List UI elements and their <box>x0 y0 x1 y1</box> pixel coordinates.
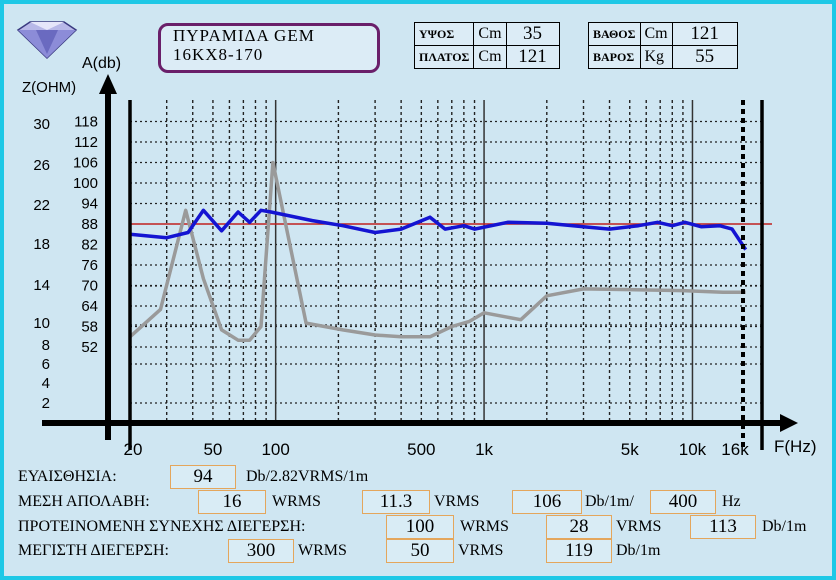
z-axis-label: Z(OHM) <box>22 79 76 96</box>
recommended-label: ΠΡΟΤΕΙΝΟΜΕΝΗ ΣΥΝΕΧΗΣ ΔΙΕΓΕΡΣΗ: <box>18 518 306 535</box>
weight-label: ΒΑΡΟΣ <box>588 45 641 69</box>
weight-unit: Kg <box>639 45 673 69</box>
z-tick-label: 22 <box>33 197 50 214</box>
avg-power-label: ΜΕΣΗ ΑΠΟΛΑΒΗ: <box>18 493 150 510</box>
maximum-db: 119 <box>546 539 612 563</box>
sensitivity-label: ΕΥΑΙΣΘΗΣΙΑ: <box>18 468 117 485</box>
a-tick-label: 76 <box>81 257 98 274</box>
avg-power-db-unit: Db/1m/ <box>585 493 634 510</box>
x-tick-label: 16k <box>721 440 749 459</box>
width-value: 121 <box>505 45 560 69</box>
recommended-vrms-unit: VRMS <box>616 518 662 535</box>
maximum-db-unit: Db/1m <box>616 542 661 559</box>
depth-weight-table: ΒΑΘΟΣ Cm 121 ΒΑΡΟΣ Kg 55 <box>588 22 738 69</box>
x-axis-arrow <box>780 414 798 432</box>
model-name: ΠΥΡΑΜΙΔΑ GEM <box>173 26 315 45</box>
sensitivity-unit: Db/2.82VRMS/1m <box>246 468 369 485</box>
width-label: ΠΛΑΤΟΣ <box>413 45 475 69</box>
z-tick-label: 30 <box>33 116 50 133</box>
z-tick-label: 26 <box>33 157 50 174</box>
maximum-label: ΜΕΓΙΣΤΗ ΔΙΕΓΕΡΣΗ: <box>18 542 169 559</box>
chart-curves <box>128 160 748 342</box>
model-title: ΠΥΡΑΜΙΔΑ GEM 16KX8-170 <box>158 23 380 73</box>
weight-value: 55 <box>671 45 738 69</box>
avg-power-db: 106 <box>512 490 582 514</box>
diamond-logo-icon <box>16 21 78 60</box>
recommended-wrms: 100 <box>386 515 454 539</box>
a-tick-label: 94 <box>81 196 98 213</box>
z-tick-label: 6 <box>42 356 50 373</box>
z-tick-label: 18 <box>33 236 50 253</box>
x-axis-label: F(Hz) <box>774 437 816 456</box>
x-tick-label: 10k <box>679 440 707 459</box>
x-tick-label: 500 <box>407 440 435 459</box>
model-code: 16KX8-170 <box>173 45 264 64</box>
x-tick-label: 20 <box>124 440 143 459</box>
a-tick-label: 88 <box>81 216 98 233</box>
a-axis-label: A(db) <box>82 55 121 72</box>
a-tick-label: 52 <box>81 339 98 356</box>
depth-label: ΒΑΘΟΣ <box>588 22 641 46</box>
recommended-db-unit: Db/1m <box>762 518 807 535</box>
x-tick-label: 50 <box>203 440 222 459</box>
recommended-vrms: 28 <box>546 515 612 539</box>
avg-power-hz-unit: Hz <box>722 493 741 510</box>
chart-axes <box>42 74 798 450</box>
avg-power-vrms: 11.3 <box>362 490 430 514</box>
avg-power-wrms-unit: WRMS <box>272 493 321 510</box>
maximum-vrms: 50 <box>386 539 454 563</box>
dimensions-table: ΥΨΟΣ Cm 35 ΠΛΑΤΟΣ Cm 121 <box>413 22 560 69</box>
response-curve-blue <box>129 208 748 251</box>
a-tick-label: 82 <box>81 237 98 254</box>
a-tick-label: 112 <box>74 134 98 151</box>
avg-power-vrms-unit: VRMS <box>434 493 480 510</box>
z-tick-label: 4 <box>42 375 50 392</box>
a-tick-label: 100 <box>73 175 98 192</box>
y-axis-arrow <box>99 74 117 94</box>
height-value: 35 <box>505 22 560 46</box>
a-tick-label: 118 <box>74 114 98 131</box>
z-tick-label: 2 <box>42 395 50 412</box>
maximum-wrms: 300 <box>228 539 294 563</box>
recommended-wrms-unit: WRMS <box>460 518 509 535</box>
maximum-wrms-unit: WRMS <box>298 542 347 559</box>
x-tick-label: 100 <box>261 440 289 459</box>
chart-grid <box>130 100 772 423</box>
maximum-vrms-unit: VRMS <box>458 542 504 559</box>
frequency-response-chart: 3026221814108642118112106100948882767064… <box>22 55 816 459</box>
z-tick-label: 10 <box>33 315 50 332</box>
a-tick-label: 58 <box>81 319 98 336</box>
width-unit: Cm <box>473 45 507 69</box>
height-label: ΥΨΟΣ <box>413 22 475 46</box>
a-tick-label: 70 <box>81 278 98 295</box>
recommended-db: 113 <box>690 515 756 539</box>
impedance-curve-gray <box>128 160 746 342</box>
avg-power-wrms: 16 <box>198 490 266 514</box>
a-tick-label: 64 <box>81 298 98 315</box>
z-tick-label: 14 <box>33 277 50 294</box>
x-tick-label: 1k <box>475 440 493 459</box>
a-tick-label: 106 <box>73 155 98 172</box>
depth-value: 121 <box>671 22 738 46</box>
sensitivity-value: 94 <box>170 465 236 489</box>
avg-power-hz: 400 <box>650 490 716 514</box>
chart-labels: 3026221814108642118112106100948882767064… <box>22 55 816 459</box>
z-tick-label: 8 <box>42 337 50 354</box>
height-unit: Cm <box>473 22 507 46</box>
depth-unit: Cm <box>639 22 673 46</box>
x-tick-label: 5k <box>621 440 639 459</box>
